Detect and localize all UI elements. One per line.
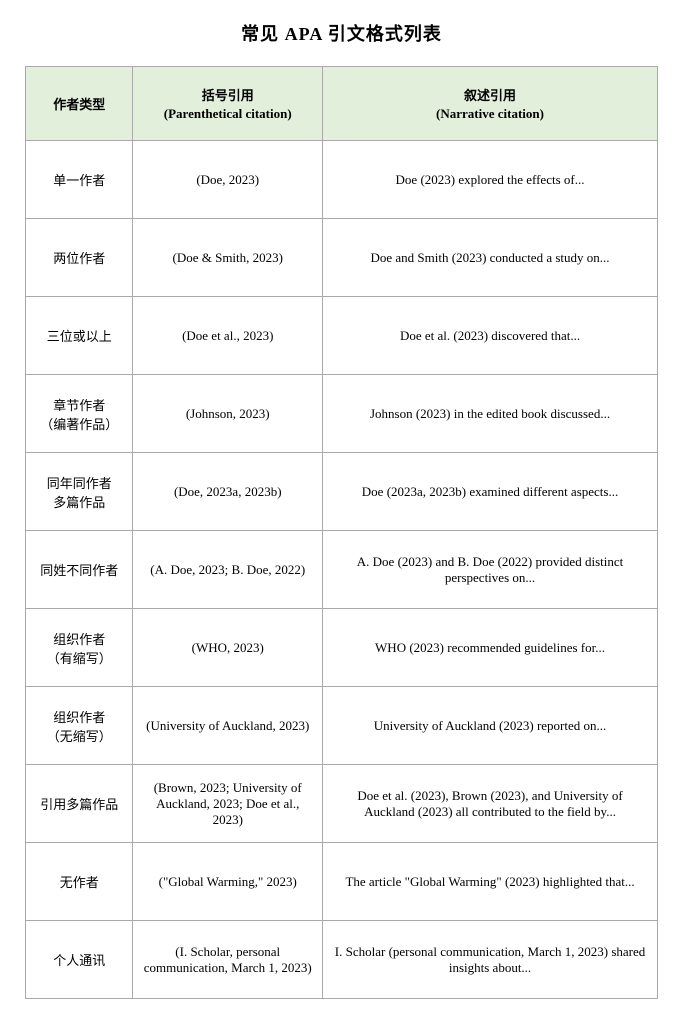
cell-parenthetical: (Johnson, 2023) xyxy=(133,375,323,453)
cell-author-type: 两位作者 xyxy=(26,219,133,297)
cell-narrative: Doe et al. (2023), Brown (2023), and Uni… xyxy=(323,765,658,843)
cell-author-type: 同姓不同作者 xyxy=(26,531,133,609)
citation-table: 作者类型 括号引用 (Parenthetical citation) 叙述引用 … xyxy=(25,66,658,999)
cell-parenthetical: ("Global Warming," 2023) xyxy=(133,843,323,921)
cell-parenthetical: (A. Doe, 2023; B. Doe, 2022) xyxy=(133,531,323,609)
cell-author-type: 同年同作者多篇作品 xyxy=(26,453,133,531)
cell-author-type: 组织作者（无缩写） xyxy=(26,687,133,765)
table-header-row: 作者类型 括号引用 (Parenthetical citation) 叙述引用 … xyxy=(26,67,658,141)
cell-author-type: 三位或以上 xyxy=(26,297,133,375)
table-row: 组织作者（有缩写）(WHO, 2023)WHO (2023) recommend… xyxy=(26,609,658,687)
header-author-type: 作者类型 xyxy=(26,67,133,141)
cell-author-type: 个人通讯 xyxy=(26,921,133,999)
page-title: 常见 APA 引文格式列表 xyxy=(25,20,658,46)
table-row: 三位或以上(Doe et al., 2023)Doe et al. (2023)… xyxy=(26,297,658,375)
table-row: 同姓不同作者(A. Doe, 2023; B. Doe, 2022)A. Doe… xyxy=(26,531,658,609)
cell-author-type: 单一作者 xyxy=(26,141,133,219)
cell-narrative: A. Doe (2023) and B. Doe (2022) provided… xyxy=(323,531,658,609)
cell-narrative: I. Scholar (personal communication, Marc… xyxy=(323,921,658,999)
cell-narrative: Doe and Smith (2023) conducted a study o… xyxy=(323,219,658,297)
cell-parenthetical: (Brown, 2023; University of Auckland, 20… xyxy=(133,765,323,843)
header-paren-en: (Parenthetical citation) xyxy=(141,106,314,122)
header-narrative: 叙述引用 (Narrative citation) xyxy=(323,67,658,141)
header-parenthetical: 括号引用 (Parenthetical citation) xyxy=(133,67,323,141)
cell-author-type: 无作者 xyxy=(26,843,133,921)
cell-parenthetical: (WHO, 2023) xyxy=(133,609,323,687)
table-row: 两位作者(Doe & Smith, 2023)Doe and Smith (20… xyxy=(26,219,658,297)
cell-narrative: Johnson (2023) in the edited book discus… xyxy=(323,375,658,453)
cell-narrative: Doe (2023a, 2023b) examined different as… xyxy=(323,453,658,531)
table-row: 无作者("Global Warming," 2023)The article "… xyxy=(26,843,658,921)
table-row: 同年同作者多篇作品(Doe, 2023a, 2023b)Doe (2023a, … xyxy=(26,453,658,531)
table-row: 单一作者(Doe, 2023)Doe (2023) explored the e… xyxy=(26,141,658,219)
table-body: 单一作者(Doe, 2023)Doe (2023) explored the e… xyxy=(26,141,658,999)
cell-parenthetical: (University of Auckland, 2023) xyxy=(133,687,323,765)
cell-parenthetical: (Doe, 2023) xyxy=(133,141,323,219)
header-narr-en: (Narrative citation) xyxy=(331,106,649,122)
cell-author-type: 引用多篇作品 xyxy=(26,765,133,843)
cell-parenthetical: (Doe, 2023a, 2023b) xyxy=(133,453,323,531)
cell-author-type: 章节作者（编著作品） xyxy=(26,375,133,453)
table-row: 章节作者（编著作品）(Johnson, 2023)Johnson (2023) … xyxy=(26,375,658,453)
cell-narrative: University of Auckland (2023) reported o… xyxy=(323,687,658,765)
cell-narrative: Doe et al. (2023) discovered that... xyxy=(323,297,658,375)
table-row: 个人通讯(I. Scholar, personal communication,… xyxy=(26,921,658,999)
cell-author-type: 组织作者（有缩写） xyxy=(26,609,133,687)
cell-narrative: The article "Global Warming" (2023) high… xyxy=(323,843,658,921)
cell-narrative: Doe (2023) explored the effects of... xyxy=(323,141,658,219)
header-author-zh: 作者类型 xyxy=(53,97,105,112)
cell-parenthetical: (I. Scholar, personal communication, Mar… xyxy=(133,921,323,999)
cell-parenthetical: (Doe et al., 2023) xyxy=(133,297,323,375)
header-narr-zh: 叙述引用 xyxy=(464,88,516,103)
table-row: 组织作者（无缩写）(University of Auckland, 2023)U… xyxy=(26,687,658,765)
cell-narrative: WHO (2023) recommended guidelines for... xyxy=(323,609,658,687)
cell-parenthetical: (Doe & Smith, 2023) xyxy=(133,219,323,297)
header-paren-zh: 括号引用 xyxy=(202,88,254,103)
table-row: 引用多篇作品(Brown, 2023; University of Auckla… xyxy=(26,765,658,843)
